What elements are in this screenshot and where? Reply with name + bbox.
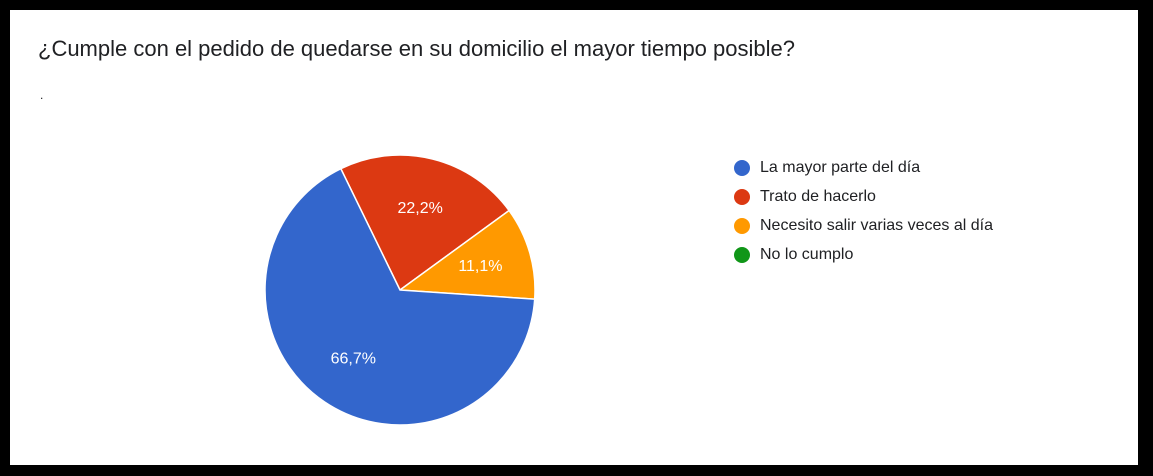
legend-label: La mayor parte del día: [760, 158, 921, 176]
chart-legend: La mayor parte del día Trato de hacerlo Ne…: [734, 153, 993, 269]
legend-item-2[interactable]: Trato de hacerlo: [734, 182, 993, 211]
legend-label: No lo cumplo: [760, 245, 854, 263]
legend-label: Necesito salir varias veces al día: [760, 216, 993, 234]
chart-card: ¿Cumple con el pedido de quedarse en su …: [10, 10, 1138, 465]
question-description: .: [40, 88, 44, 102]
pie-slice-label-2: 22,2%: [398, 200, 443, 217]
legend-item-4[interactable]: No lo cumplo: [734, 240, 993, 269]
legend-swatch-icon: [734, 217, 750, 234]
legend-swatch-icon: [734, 246, 750, 263]
legend-swatch-icon: [734, 188, 750, 205]
legend-swatch-icon: [734, 159, 750, 176]
pie-chart: 22,2% 11,1% 66,7%: [264, 154, 536, 426]
pie-slice-3[interactable]: [397, 209, 536, 300]
legend-item-3[interactable]: Necesito salir varias veces al día: [734, 211, 993, 240]
pie-slice-label-3: 11,1%: [458, 258, 502, 275]
legend-item-1[interactable]: La mayor parte del día: [734, 153, 993, 182]
legend-label: Trato de hacerlo: [760, 187, 876, 205]
question-title: ¿Cumple con el pedido de quedarse en su …: [38, 36, 795, 61]
pie-slice-2[interactable]: [339, 154, 511, 292]
pie-slice-1[interactable]: [264, 167, 536, 426]
pie-slice-label-1: 66,7%: [331, 351, 376, 368]
